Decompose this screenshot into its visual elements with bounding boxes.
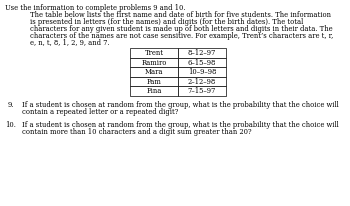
Text: 2–12–98: 2–12–98 [188,77,216,85]
Text: Use the information to complete problems 9 and 10.: Use the information to complete problems… [5,4,186,12]
Text: Trent: Trent [145,49,163,57]
Text: contain a repeated letter or a repeated digit?: contain a repeated letter or a repeated … [22,108,179,116]
Text: Ramiro: Ramiro [141,59,167,67]
Text: 10–9–98: 10–9–98 [188,68,216,76]
Bar [130,58,178,67]
Bar [178,48,226,58]
Bar [178,67,226,77]
Bar [130,86,178,96]
Text: If a student is chosen at random from the group, what is the probability that th: If a student is chosen at random from th… [22,121,339,129]
Bar [178,58,226,67]
Bar [130,67,178,77]
Bar [130,77,178,86]
Text: 10.: 10. [5,121,16,129]
Bar [178,86,226,96]
Bar [178,77,226,86]
Text: If a student is chosen at random from the group, what is the probability that th: If a student is chosen at random from th… [22,101,339,109]
Text: contain more than 10 characters and a digit sum greater than 20?: contain more than 10 characters and a di… [22,128,252,136]
Text: e, n, t, 8, 1, 2, 9, and 7.: e, n, t, 8, 1, 2, 9, and 7. [30,39,110,47]
Text: Pam: Pam [147,77,161,85]
Text: Fina: Fina [146,87,162,95]
Text: The table below lists the first name and date of birth for five students. The in: The table below lists the first name and… [30,11,331,19]
Text: 7–15–97: 7–15–97 [188,87,216,95]
Text: characters for any given student is made up of both letters and digits in their : characters for any given student is made… [30,25,332,33]
Text: characters of the names are not case sensitive. For example, Trent’s characters : characters of the names are not case sen… [30,32,333,40]
Text: 8–12–97: 8–12–97 [188,49,216,57]
Text: Mara: Mara [145,68,163,76]
Text: 6–15–98: 6–15–98 [188,59,216,67]
Bar [130,48,178,58]
Text: 9.: 9. [8,101,14,109]
Text: is presented in letters (for the names) and digits (for the birth dates). The to: is presented in letters (for the names) … [30,18,303,26]
